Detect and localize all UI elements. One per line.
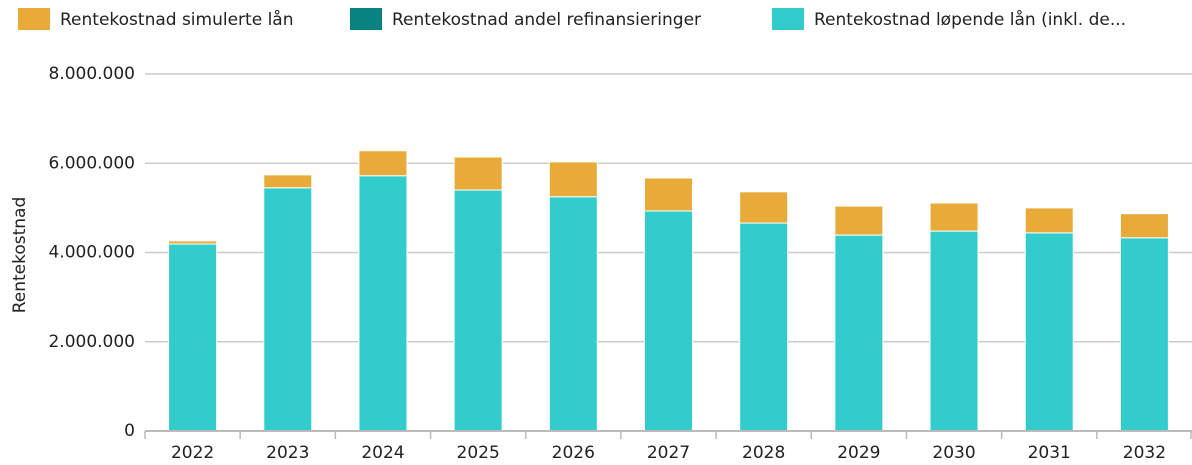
bar-segment [453, 189, 503, 432]
bar-segment [358, 175, 408, 432]
y-tick-label: 6.000.000 [48, 153, 135, 173]
bar-segment [168, 240, 218, 245]
bar-segment [929, 202, 979, 232]
bar-segment [453, 156, 503, 191]
bar-segment [1024, 232, 1074, 432]
x-tick-label: 2022 [171, 443, 214, 463]
x-tick-label: 2024 [361, 443, 404, 463]
x-tick-label: 2032 [1123, 443, 1166, 463]
x-tick-label: 2026 [552, 443, 595, 463]
bar-segment [834, 234, 884, 432]
x-tick-label: 2029 [837, 443, 880, 463]
legend-swatch [18, 8, 50, 30]
y-axis-label: Rentekostnad [10, 197, 30, 314]
bar-segment [548, 161, 598, 198]
legend-swatch [772, 8, 804, 30]
bar-segment [644, 177, 693, 212]
y-tick-label: 0 [124, 421, 135, 441]
bar-segment [739, 191, 789, 224]
bar-segment [929, 230, 979, 432]
bar-segment [168, 243, 218, 432]
legend-label: Rentekostnad andel refinansieringer [392, 10, 701, 30]
legend-label: Rentekostnad simulerte lån [60, 9, 293, 30]
x-tick-label: 2023 [266, 443, 309, 463]
y-tick-label: 4.000.000 [48, 243, 135, 263]
x-tick-label: 2025 [457, 443, 500, 463]
x-tick-label: 2028 [742, 443, 785, 463]
bar-segment [834, 205, 884, 236]
bar-segment [1119, 237, 1169, 432]
bar-segment [644, 210, 693, 432]
bar-segment [263, 174, 313, 189]
x-tick-label: 2030 [932, 443, 975, 463]
bar-segment [358, 150, 408, 177]
bar-segment [1119, 213, 1169, 239]
bar-segment [263, 187, 313, 432]
y-tick-label: 8.000.000 [48, 64, 135, 84]
bar-segment [739, 222, 789, 432]
x-tick-label: 2031 [1028, 443, 1071, 463]
legend-swatch [350, 8, 382, 30]
legend-label: Rentekostnad løpende lån (inkl. de... [814, 9, 1126, 30]
y-tick-label: 2.000.000 [48, 332, 135, 352]
bar-segment [1024, 207, 1074, 234]
bar-segment [548, 196, 598, 432]
x-tick-label: 2027 [647, 443, 690, 463]
